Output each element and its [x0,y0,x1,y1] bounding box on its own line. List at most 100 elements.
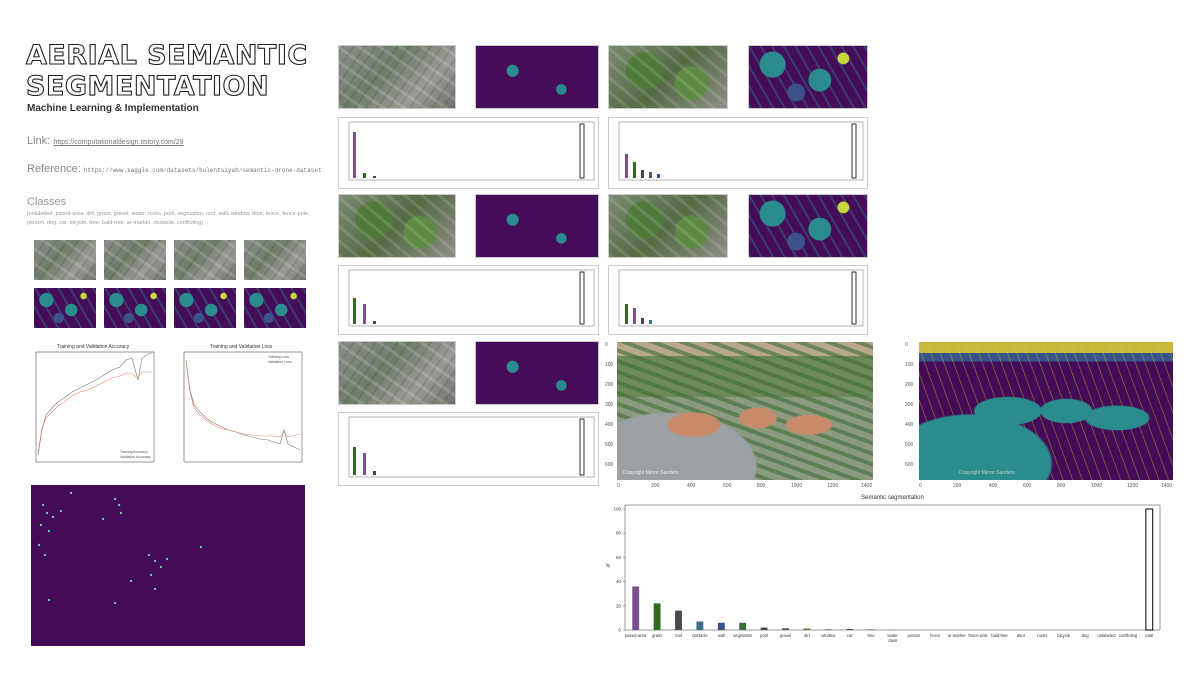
right-xtick-3: 600 [1023,483,1032,489]
left-xtick-2: 400 [687,483,696,489]
sample-image-2 [104,240,166,280]
sample-mask-4 [244,288,306,328]
reference-url[interactable]: https://www.kaggle.com/datasets/bulentsi… [83,167,322,174]
left-xtick-6: 1200 [827,483,839,489]
chart-bar [653,603,661,630]
left-ytick-3: 300 [605,402,614,408]
row2-aerial-a [338,194,456,258]
left-xtick-5: 1000 [791,483,803,489]
chart-ytick-label: 0 [618,628,621,633]
link-url[interactable]: https://computationaldesign.tistory.com/… [53,139,184,146]
row2-aerial-b [608,194,728,258]
chart-xtick-label: gravel [780,633,791,638]
validation-accuracy-line [37,371,152,453]
left-xtick-1: 200 [651,483,660,489]
left-ytick-5: 500 [605,442,614,448]
right-ytick-3: 300 [905,402,914,408]
chart-xtick-label: roof [675,633,683,638]
main-seg-image: Copyright Mirror Sanders [919,342,1173,480]
chart-xtick-label: ar-marker [948,633,967,638]
chart-bar [867,629,875,630]
right-ytick-0: 0 [905,342,908,348]
row2-seg-b [748,194,868,258]
chart-xtick-label: car [847,633,853,638]
chart-bar [782,628,789,630]
right-ytick-1: 100 [905,362,914,368]
chart-xtick-label: conflicting [1119,633,1138,638]
watermark-right: Copyright Mirror Sanders [959,470,1015,476]
row1-seg-a [475,45,599,109]
chart-title: Semantic segmentation [861,495,924,501]
sample-mask-2 [104,288,166,328]
chart-bar [632,586,640,630]
row2-hist-a [338,265,599,335]
right-xtick-7: 1400 [1161,483,1173,489]
chart-xtick-label: grass [652,633,662,638]
acc-legend-train: Training Accuracy [120,450,148,454]
chart-xtick-label: tree [867,633,875,638]
chart-bar [675,610,682,630]
chart-xtick-label: dirt [804,633,811,638]
chart-bar [696,621,704,630]
prediction-map [31,485,305,646]
page-title: AERIAL SEMANTIC SEGMENTATION [25,39,308,102]
main-aerial-figure: 0 100 200 300 400 500 600 Copyright Mirr… [605,340,875,492]
loss-legend-train: Training Loss [268,355,289,359]
chart-xtick-label: bald-tree [991,633,1008,638]
classes-heading: Classes [27,196,67,208]
chart-xtick-label: vegetation [733,633,753,638]
chart-xtick-label: rocks [1037,633,1047,638]
row3-hist-a [338,412,599,486]
chart-xtick-label: dog [1082,633,1090,638]
row1-seg-b [748,45,868,109]
right-ytick-2: 200 [905,382,914,388]
chart-frame [624,504,1161,631]
right-ytick-6: 600 [905,462,914,468]
main-aerial-image: Copyright Mirror Sanders [617,342,873,480]
loss-legend-val: Validation Loss [268,360,292,364]
row3-aerial-a [338,341,456,405]
loss-plot: Training and Validation Loss Training Lo… [183,344,303,463]
validation-loss-line [185,361,301,438]
row1-aerial-b [608,45,728,109]
chart-ytick-label: 100 [613,507,621,512]
left-ytick-1: 100 [605,362,614,368]
chart-xtick-label: person [907,633,920,638]
chart-ytick-label: 80 [616,531,622,536]
chart-ytick-label: 40 [616,579,622,584]
left-xtick-7: 1400 [861,483,873,489]
right-xtick-5: 1000 [1091,483,1103,489]
link-label: Link: [27,135,51,147]
semantic-segmentation-bar-chart: Semantic segmentation% 0 20 40 60 80 100 paved-… [606,495,1161,643]
watermark-left: Copyright Mirror Sanders [623,470,679,476]
classes-list: [unlabeled, paved-area, dirt, grass, gra… [27,211,310,226]
right-xtick-1: 200 [953,483,962,489]
reference-row: Reference: https://www.kaggle.com/datase… [27,163,322,175]
chart-bar [846,629,854,630]
chart-bar [717,622,725,630]
chart-bar [1145,508,1154,631]
chart-xtick-label: fence-pole [968,633,988,638]
right-ytick-5: 500 [905,442,914,448]
right-xtick-2: 400 [989,483,998,489]
right-ytick-4: 400 [905,422,914,428]
right-xtick-0: 0 [919,483,922,489]
row3-seg-a [475,341,599,405]
chart-bar [739,622,747,630]
chart-xtick-label: paved-area [625,633,647,638]
sample-mask-3 [174,288,236,328]
right-xtick-6: 1200 [1127,483,1139,489]
title-line-1: AERIAL SEMANTIC [25,39,308,71]
sample-mask-1 [34,288,96,328]
chart-ylabel: % [606,564,611,570]
link-row: Link: https://computationaldesign.tistor… [27,135,184,147]
left-ytick-2: 200 [605,382,614,388]
chart-xtick-label: class [888,638,898,643]
row2-hist-b [608,265,868,335]
chart-xtick-label: door [1017,633,1026,638]
chart-xtick-label: bicycle [1057,633,1070,638]
chart-xtick-label: wall [718,633,725,638]
main-seg-figure: 0 100 200 300 400 500 600 Copyright Mirr… [905,340,1175,492]
loss-plot-frame [183,351,303,463]
page-subtitle: Machine Learning & Implementation [27,103,199,114]
